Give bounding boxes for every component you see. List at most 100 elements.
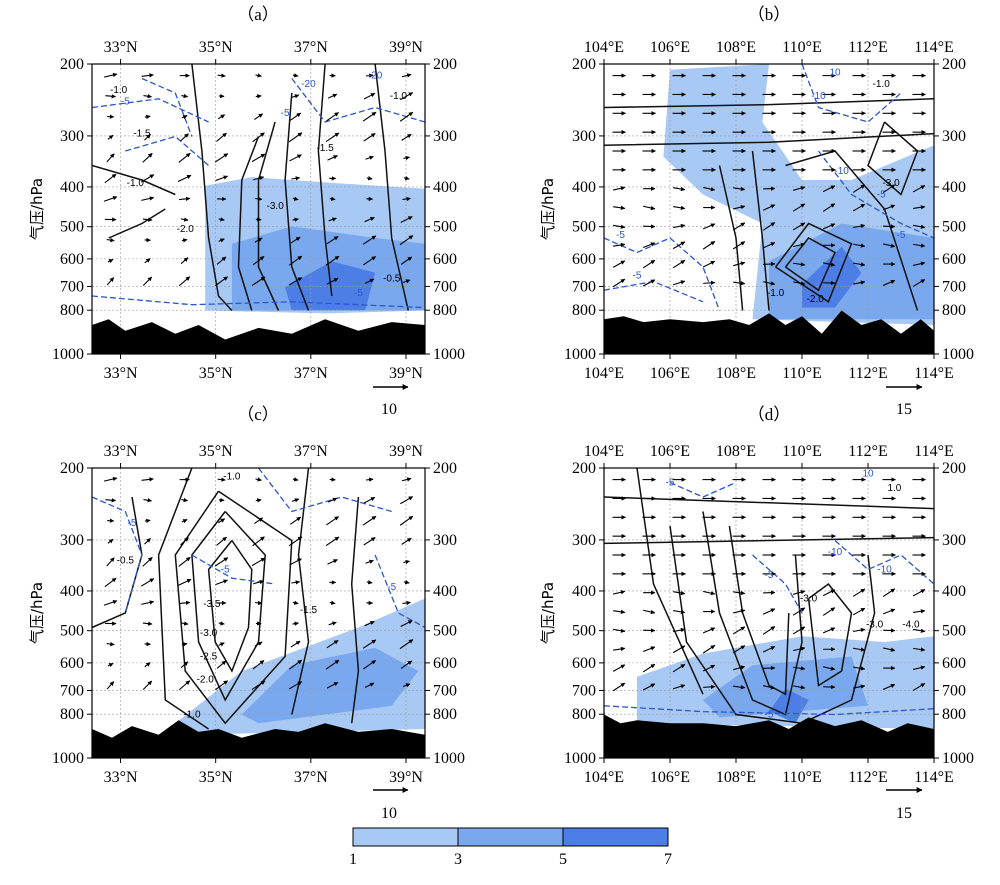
wind-vector-a <box>180 217 189 222</box>
x-tick-label-bottom-a: 39°N <box>389 365 423 382</box>
wind-vector-b <box>672 259 686 269</box>
contour-label-c: -5 <box>387 582 396 593</box>
wind-vector-d <box>673 609 686 615</box>
wind-vector-a <box>107 134 114 140</box>
wind-vector-c <box>103 476 118 482</box>
contour-dashed-d <box>834 540 934 585</box>
wind-vector-c <box>290 640 301 648</box>
wind-vector-c <box>364 682 375 688</box>
wind-vector-c <box>218 642 225 647</box>
wind-vector-c <box>218 518 226 524</box>
wind-vector-a <box>181 115 188 120</box>
wind-vector-c <box>403 579 410 585</box>
wind-vector-b <box>852 184 866 193</box>
contour-label-b: -10 <box>834 166 849 177</box>
wind-vector-c <box>403 559 410 565</box>
x-tick-label-bottom-b: 110°E <box>782 365 822 382</box>
shade-level-3-d <box>769 688 809 724</box>
wind-vector-d <box>853 647 866 652</box>
wind-vector-c <box>217 477 226 482</box>
y-tick-label-right-d: 700 <box>942 682 966 699</box>
wind-vector-b <box>733 281 746 286</box>
y-tick-label-right-b: 500 <box>942 219 966 236</box>
y-tick-label-right-b: 400 <box>942 179 966 196</box>
x-tick-label-bottom-c: 33°N <box>104 769 138 786</box>
contour-label-d: -5 <box>765 570 774 581</box>
wind-vector-a <box>402 196 411 202</box>
y-tick-label-right-a: 300 <box>433 128 457 145</box>
wind-vector-d <box>822 627 836 634</box>
wind-vector-c <box>179 600 191 606</box>
wind-vector-c <box>402 600 411 606</box>
shade-level-3-b <box>802 246 862 308</box>
wind-vector-c <box>178 556 191 567</box>
wind-vector-d <box>672 663 686 673</box>
y-tick-label-right-a: 600 <box>433 251 457 268</box>
contour-label-b: -10 <box>811 91 826 102</box>
wind-vector-a <box>327 93 338 99</box>
wind-vector-d <box>613 609 626 615</box>
y-tick-label-left-b: 400 <box>572 179 596 196</box>
y-tick-label-left-b: 200 <box>572 56 596 73</box>
wind-vector-b <box>793 186 806 191</box>
wind-vector-a <box>144 114 151 120</box>
ref-vector-b-label: 15 <box>896 401 912 418</box>
wind-vector-b <box>822 203 836 212</box>
wind-vector-b <box>853 262 866 267</box>
contour-solid-c <box>350 496 360 724</box>
wind-vector-c <box>255 477 262 482</box>
wind-vector-b <box>882 279 896 286</box>
colorbar-segment <box>457 827 564 847</box>
plot-frame-b <box>603 63 935 355</box>
contour-solid-a <box>191 64 233 312</box>
y-tick-label-right-b: 800 <box>942 302 966 319</box>
wind-vector-b <box>733 186 746 192</box>
wind-vector-a <box>141 73 154 78</box>
y-axis-label-d: 气压/hPa <box>539 582 557 644</box>
y-tick-label-left-a: 500 <box>60 219 84 236</box>
wind-vector-c <box>326 681 339 689</box>
wind-vector-c <box>216 660 227 669</box>
y-tick-label-right-a: 200 <box>433 56 457 73</box>
panel-a-label: （a） <box>237 5 279 24</box>
wind-vector-c <box>178 680 191 691</box>
wind-vector-b <box>643 205 656 211</box>
contour-dashed-a <box>141 77 193 137</box>
terrain-a <box>92 319 425 354</box>
plot-area-d: 1.0 -3.0 -3.0 -4.0 -5 -5 -10 -10 10 -5 <box>604 468 934 758</box>
x-tick-label-top-d: 108°E <box>716 443 756 460</box>
wind-vector-c <box>144 538 151 545</box>
wind-vector-d <box>762 626 776 635</box>
panel-c: -1.0-0.5-3.5-3.0-2.5-2.0-1.5-1.0-0.5-5-5… <box>52 443 465 786</box>
wind-vector-b <box>702 240 716 250</box>
wind-vector-d <box>643 609 656 615</box>
wind-vector-b <box>853 280 866 285</box>
wind-vector-d <box>642 646 656 653</box>
wind-vector-d <box>702 627 716 634</box>
wind-vector-a <box>104 173 117 184</box>
wind-vector-d <box>913 665 926 670</box>
contour-dashed-b <box>817 150 934 239</box>
plot-frame-a <box>91 63 426 355</box>
wind-vector-c <box>218 621 225 626</box>
y-tick-label-left-c: 800 <box>60 706 84 723</box>
contour-solid-b <box>718 165 744 311</box>
y-tick-label-left-c: 500 <box>60 623 84 640</box>
wind-vector-a <box>363 255 377 266</box>
contour-label-a: -1.5 <box>133 129 151 140</box>
contour-solid-c <box>174 490 293 725</box>
wind-vector-a <box>364 216 375 223</box>
terrain-d <box>604 714 934 758</box>
contour-dashed-a <box>92 295 425 309</box>
x-tick-label-bottom-d: 104°E <box>584 769 624 786</box>
contour-label-d: -3.0 <box>800 593 818 604</box>
wind-vector-b <box>822 223 836 230</box>
wind-vector-d <box>702 644 716 654</box>
y-tick-label-right-c: 800 <box>433 706 457 723</box>
wind-vector-a <box>218 238 225 243</box>
contour-solid-a <box>284 92 310 311</box>
y-tick-label-left-a: 600 <box>60 251 84 268</box>
contour-label-c: -0.5 <box>117 556 135 567</box>
wind-vector-d <box>883 647 896 652</box>
